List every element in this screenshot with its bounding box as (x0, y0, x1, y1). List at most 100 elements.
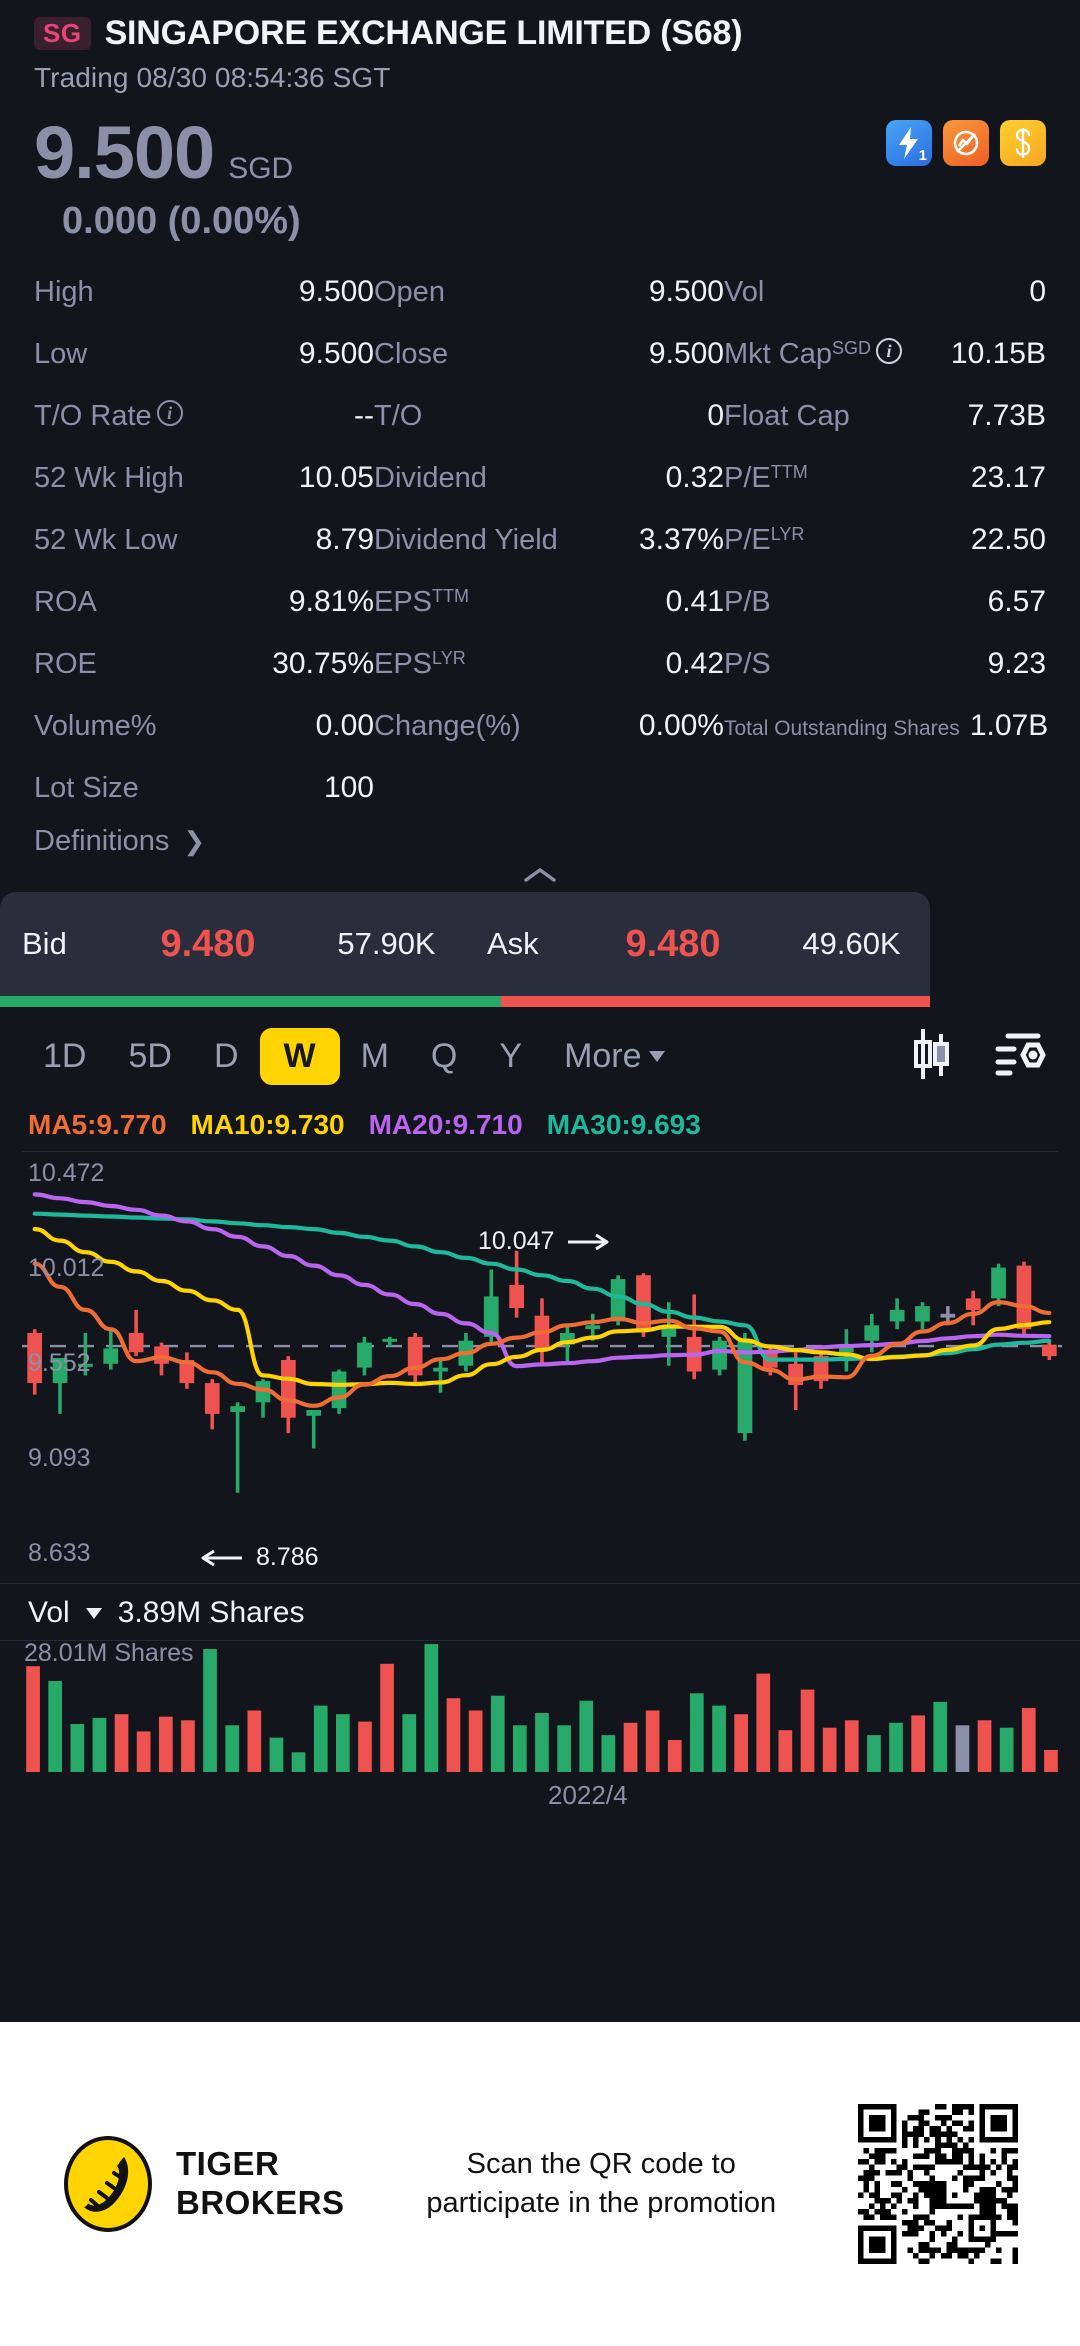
time-axis: 2022/4 (0, 1776, 1080, 1826)
stat-key: P/S (724, 648, 771, 681)
brand-line-1: TIGER (176, 2145, 280, 2183)
lightning-badge[interactable]: 1 (886, 120, 932, 166)
definitions-label: Definitions (34, 825, 170, 858)
stats-row: ROE 30.75% EPS LYR 0.42 P/S 9.23 (34, 633, 1046, 695)
promo-footer: TIGER BROKERS Scan the QR code to partic… (0, 2022, 1080, 2346)
bid-segment[interactable]: Bid 9.480 57.90K (0, 923, 465, 966)
stat-value: 0 (707, 399, 724, 433)
stat-dividend-yield: Dividend Yield 3.37% (374, 523, 724, 557)
price-block: 9.500 SGD 0.000 (0.00%) 1 (0, 94, 1080, 243)
timeframe-more[interactable]: More (543, 1028, 685, 1085)
timeframe-5d[interactable]: 5D (128, 1036, 172, 1075)
ask-label: Ask (487, 926, 539, 962)
stat-key: Vol (724, 276, 765, 309)
brand-name: TIGER BROKERS (176, 2145, 345, 2223)
arrow-left-icon (201, 1549, 242, 1567)
stat-value: -- (354, 399, 374, 433)
bid-ask-panel: Bid 9.480 57.90K Ask 9.480 49.60K (0, 892, 1080, 997)
chart-blocked-icon (953, 130, 979, 156)
stat-key: Mkt Cap SGD i (724, 338, 902, 371)
ask-segment[interactable]: Ask 9.480 49.60K (465, 923, 930, 966)
definitions-link[interactable]: Definitions ❯ (34, 819, 1046, 858)
stat-mkt-cap[interactable]: Mkt Cap SGD i 10.15B (724, 337, 1046, 371)
timeframe-1d[interactable]: 1D (43, 1036, 87, 1075)
y-tick-3: 9.093 (28, 1444, 91, 1473)
collapse-panel-button[interactable] (0, 858, 1080, 892)
stat-key: P/E TTM (724, 462, 808, 495)
bid-ask-row[interactable]: Bid 9.480 57.90K Ask 9.480 49.60K (0, 892, 930, 997)
candlestick-type-icon[interactable] (908, 1026, 956, 1087)
stat-total-outstanding-shares: Total Outstanding Shares 1.07B (724, 709, 1049, 743)
dollar-badge[interactable] (1000, 120, 1046, 166)
lightning-badge-count: 1 (918, 147, 927, 164)
stat-t-o-rate[interactable]: T/O Rate i -- (34, 399, 374, 433)
badge-row: 1 (886, 120, 1046, 166)
chevron-right-icon: ❯ (183, 826, 206, 857)
dollar-icon (1015, 128, 1031, 158)
ask-price: 9.480 (625, 922, 721, 965)
stat-key: EPS LYR (374, 648, 466, 681)
candlestick-chart[interactable]: 10.472 10.012 9.552 9.093 8.633 10.047 8… (0, 1151, 1080, 1583)
stat-value: 0.41 (665, 585, 724, 619)
price-line: 9.500 SGD (34, 115, 1046, 189)
price-plot (22, 1192, 1062, 1494)
stat-key: Float Cap (724, 400, 850, 433)
stat-key: Lot Size (34, 772, 139, 805)
stat-value: 10.15B (950, 337, 1046, 371)
stat-key: Total Outstanding Shares (724, 717, 960, 741)
y-tick-1: 10.012 (28, 1254, 105, 1283)
volume-header[interactable]: Vol 3.89M Shares (0, 1583, 1080, 1642)
bid-ask-ratio-bar (0, 996, 1080, 1008)
y-tick-2: 9.552 (28, 1349, 91, 1378)
stat-key: T/O Rate i (34, 400, 183, 433)
stat-p-e: P/E LYR 22.50 (724, 523, 1046, 557)
bid-price: 9.480 (160, 922, 256, 965)
timeframe-q[interactable]: Q (430, 1036, 458, 1075)
volume-chart[interactable]: 28.01M Shares (0, 1639, 1080, 1776)
tiger-logo-icon (64, 2136, 152, 2232)
chevron-down-icon[interactable] (85, 1607, 102, 1619)
timeframe-d[interactable]: D (213, 1036, 239, 1075)
ma-legend-item-1: MA10:9.730 (190, 1109, 345, 1141)
stat-key: Dividend (374, 462, 487, 495)
timeframe-y[interactable]: Y (499, 1036, 523, 1075)
stat-high: High 9.500 (34, 275, 374, 309)
ma-legend-item-2: MA20:9.710 (368, 1109, 523, 1141)
stat-key: Volume% (34, 710, 157, 743)
stat-value: 7.73B (967, 399, 1046, 433)
stat-value: 9.500 (298, 275, 374, 309)
trading-status: Trading 08/30 08:54:36 SGT (34, 62, 391, 93)
stat-value: 3.37% (638, 523, 724, 557)
info-icon[interactable]: i (156, 400, 183, 427)
stat-value: 1.07B (969, 709, 1049, 743)
info-icon[interactable]: i (876, 338, 902, 365)
volume-label: Vol (28, 1596, 70, 1630)
chart-settings-icon[interactable] (992, 1028, 1046, 1085)
stat-vol: Vol 0 (724, 275, 1046, 309)
stat-key: EPS TTM (374, 586, 470, 619)
stats-row: High 9.500 Open 9.500 Vol 0 (34, 261, 1046, 323)
stat-change: Change(%) 0.00% (374, 709, 724, 743)
stats-row: 52 Wk Low 8.79 Dividend Yield 3.37% P/E LYR 22… (34, 509, 1046, 571)
chart-blocked-badge[interactable] (943, 120, 989, 166)
stats-row: Low 9.500 Close 9.500 Mkt Cap SGD i 10.15B (34, 323, 1046, 385)
timeframe-tabs: 1D 5D D W M Q Y More (0, 1007, 1080, 1105)
timeframe-w[interactable]: W (259, 1027, 340, 1085)
stats-row: T/O Rate i -- T/O 0 Float Cap 7.73B (34, 385, 1046, 447)
timeframe-m[interactable]: M (360, 1036, 389, 1075)
bid-ratio-bar (0, 996, 501, 1008)
stat-value: 30.75% (272, 647, 374, 681)
stat-value: 9.500 (648, 275, 724, 309)
stat-close: Close 9.500 (374, 337, 724, 371)
stats-grid: High 9.500 Open 9.500 Vol 0 Low 9.500 Close 9.500… (0, 243, 1080, 819)
stat-key-sup: SGD (831, 338, 871, 359)
stat-value: 0.00 (315, 709, 374, 743)
promo-text: Scan the QR code to participate in the p… (345, 2145, 858, 2223)
stat-key: Low (34, 338, 88, 371)
title-row: SG SINGAPORE EXCHANGE LIMITED (S68) (34, 14, 1046, 53)
stat-roa: ROA 9.81% (34, 585, 374, 619)
y-tick-4: 8.633 (28, 1539, 91, 1568)
price-currency: SGD (228, 152, 294, 185)
chevron-down-icon (648, 1050, 665, 1062)
bid-label: Bid (22, 926, 67, 962)
